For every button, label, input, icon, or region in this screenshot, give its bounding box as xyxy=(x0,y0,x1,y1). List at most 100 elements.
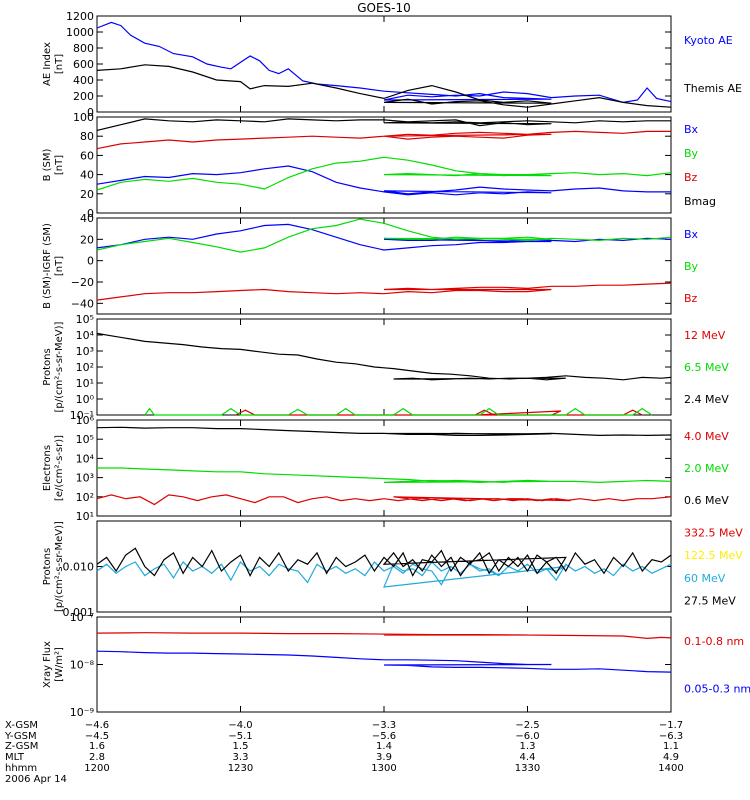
y-axis-label: [p/(cm²-s-sr-MeV)] xyxy=(54,321,65,412)
y-tick-label: −20 xyxy=(71,276,94,289)
y-axis-label: [e/(cm²-s-sr)] xyxy=(54,435,65,501)
y-axis-label: [nT] xyxy=(54,54,65,74)
x-row-value: −1.7 xyxy=(659,720,683,731)
x-row-value: −4.5 xyxy=(85,731,109,742)
y-tick-label: 400 xyxy=(73,74,94,87)
series-line-bz xyxy=(96,130,671,150)
y-tick-label: 10⁻⁷ xyxy=(70,611,94,624)
series-line-60-mev xyxy=(96,561,672,588)
y-tick-label: 10³ xyxy=(76,472,94,485)
x-row-value: −4.6 xyxy=(85,720,109,731)
y-axis-label: [nT] xyxy=(54,256,65,276)
x-row-value: 1.6 xyxy=(89,741,105,752)
y-tick-label: 0.010 xyxy=(63,561,95,574)
legend-entry: 2.0 MeV xyxy=(684,462,729,475)
series-line-bmag xyxy=(96,118,671,131)
y-tick-label: 10⁵ xyxy=(76,313,94,326)
series-line-bx xyxy=(96,223,672,251)
y-axis-label: AE Index xyxy=(42,42,53,86)
x-row-value: 1330 xyxy=(515,763,540,774)
x-row-value: −6.3 xyxy=(659,731,683,742)
x-row-value: 1400 xyxy=(658,763,683,774)
y-tick-label: 200 xyxy=(73,90,94,103)
legend-entry: 27.5 MeV xyxy=(684,595,736,608)
x-row-value: 1.1 xyxy=(663,741,679,752)
y-tick-label: 80 xyxy=(80,130,94,143)
y-tick-label: 10³ xyxy=(76,345,94,358)
y-tick-label: 10⁴ xyxy=(76,329,95,342)
legend-entry: 2.4 MeV xyxy=(684,393,729,406)
legend-entry: Bx xyxy=(684,123,699,136)
y-tick-label: 0 xyxy=(87,207,94,220)
y-tick-label: 40 xyxy=(80,212,94,225)
y-tick-label: 10⁶ xyxy=(76,414,95,427)
legend-entry: Bx xyxy=(684,228,699,241)
y-axis-label: [p/(cm²-s-sr-MeV)] xyxy=(54,521,65,612)
x-row-label: hhmm xyxy=(5,763,37,774)
y-axis-label: Xray Flux xyxy=(42,641,53,688)
y-tick-label: 10⁵ xyxy=(76,433,94,446)
y-axis-label: Protons xyxy=(42,348,53,385)
y-tick-label: 0 xyxy=(87,255,94,268)
y-axis-label: Protons xyxy=(42,548,53,585)
x-row-value: 1200 xyxy=(84,763,109,774)
x-row-value: 4.4 xyxy=(520,752,536,763)
series-line-6-5-mev xyxy=(144,407,653,416)
y-tick-label: 60 xyxy=(80,149,94,162)
y-tick-label: 10⁻¹ xyxy=(70,409,94,422)
x-row-value: 2.8 xyxy=(89,752,105,763)
y-tick-label: 10⁰ xyxy=(76,393,95,406)
x-row-value: 3.3 xyxy=(233,752,249,763)
series-line-2-0-mev xyxy=(97,467,672,484)
x-row-value: 1230 xyxy=(228,763,253,774)
chart-title: GOES-10 xyxy=(357,1,411,15)
x-row-value: −6.0 xyxy=(515,731,539,742)
y-tick-label: 10¹ xyxy=(76,510,94,523)
legend-entry: Kyoto AE xyxy=(684,34,733,47)
series-line-2-4-mev xyxy=(96,332,672,381)
x-row-value: −3.3 xyxy=(372,720,396,731)
legend-entry: 122.5 MeV xyxy=(684,549,743,562)
x-row-value: 1.4 xyxy=(376,741,392,752)
x-row-value: −5.1 xyxy=(228,731,252,742)
y-tick-label: 20 xyxy=(80,188,94,201)
y-tick-label: 10⁻⁸ xyxy=(70,659,95,672)
y-tick-label: 10² xyxy=(76,491,94,504)
legend-entry: By xyxy=(684,147,699,160)
y-tick-label: 40 xyxy=(80,169,94,182)
x-row-label: Z-GSM xyxy=(5,741,38,752)
legend-entry: 0.05-0.3 nm xyxy=(684,682,750,695)
series-line-0-6-mev xyxy=(96,426,672,437)
x-row-value: 4.9 xyxy=(663,752,679,763)
x-row-value: 1.5 xyxy=(233,741,249,752)
x-row-label: MLT xyxy=(5,752,25,763)
x-row-label: X-GSM xyxy=(5,720,38,731)
series-line-by xyxy=(96,218,672,253)
series-line-4-0-mev xyxy=(96,494,672,506)
y-tick-label: 20 xyxy=(80,233,94,246)
y-tick-label: 1000 xyxy=(66,26,94,39)
series-line-by xyxy=(96,156,672,191)
y-axis-label: B (SM) xyxy=(42,148,53,181)
x-row-value: −4.0 xyxy=(228,720,252,731)
x-row-value: 1300 xyxy=(371,763,396,774)
series-line-themis-ae xyxy=(96,64,672,108)
x-row-value: −5.6 xyxy=(372,731,396,742)
y-tick-label: 10⁴ xyxy=(76,452,95,465)
y-tick-label: 0.001 xyxy=(63,606,95,619)
legend-entry: Themis AE xyxy=(683,82,742,95)
y-axis-label: B (SM)-IGRF (SM) xyxy=(42,223,53,309)
legend-entry: 4.0 MeV xyxy=(684,430,729,443)
y-axis-label: [W/m²] xyxy=(54,647,65,682)
y-tick-label: 10¹ xyxy=(76,377,94,390)
y-tick-label: 600 xyxy=(73,58,94,71)
legend-entry: By xyxy=(684,260,699,273)
y-tick-label: 100 xyxy=(73,111,94,124)
legend-entry: 0.1-0.8 nm xyxy=(684,635,744,648)
series-line-0-05-0-3-nm xyxy=(96,650,672,673)
legend-entry: 6.5 MeV xyxy=(684,361,729,374)
y-tick-label: −40 xyxy=(71,297,94,310)
series-line-bx xyxy=(96,165,671,196)
legend-entry: 12 MeV xyxy=(684,329,726,342)
